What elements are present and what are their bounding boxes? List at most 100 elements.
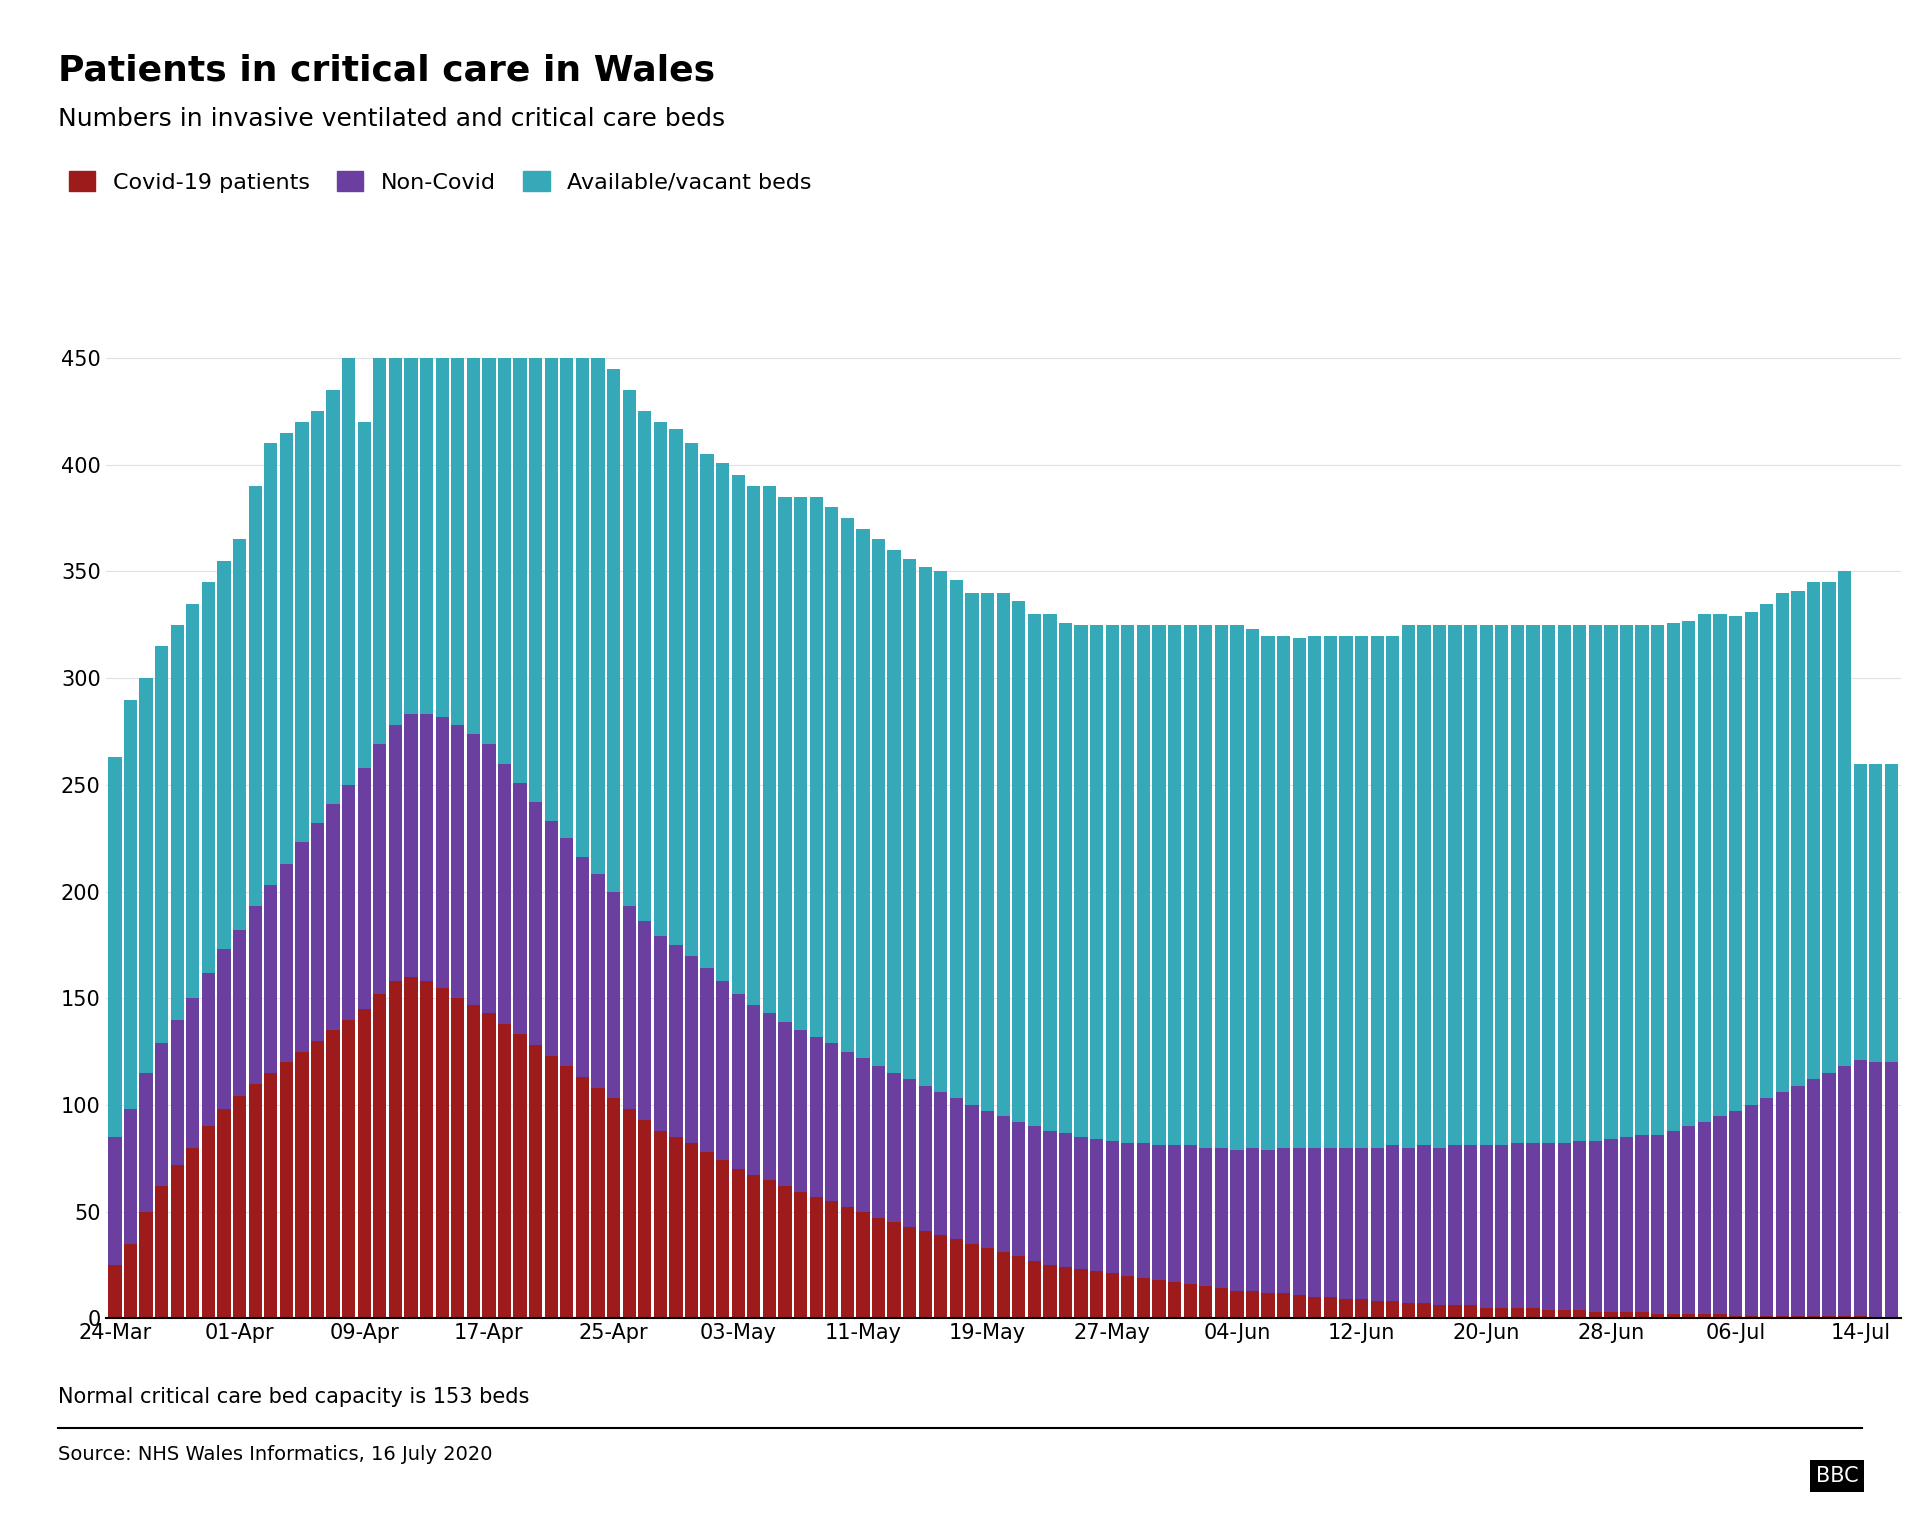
Bar	[1402, 625, 1415, 1148]
Bar	[1231, 1291, 1244, 1318]
Bar	[1261, 1149, 1275, 1292]
Bar	[265, 1073, 276, 1318]
Bar	[1417, 1146, 1430, 1303]
Bar	[1277, 636, 1290, 1148]
Bar	[1853, 1061, 1866, 1317]
Bar	[280, 864, 294, 1062]
Bar	[622, 1109, 636, 1318]
Bar	[1572, 625, 1586, 1141]
Bar	[1636, 1135, 1649, 1312]
Bar	[935, 1234, 947, 1318]
Bar	[1183, 1285, 1196, 1318]
Bar	[996, 593, 1010, 1116]
Bar	[1822, 582, 1836, 1073]
Bar	[1356, 636, 1369, 1148]
Bar	[856, 1058, 870, 1212]
Bar	[637, 922, 651, 1120]
Bar	[778, 497, 791, 1021]
Bar	[966, 1105, 979, 1244]
Bar	[296, 1052, 309, 1318]
Bar	[902, 1079, 916, 1227]
Bar	[716, 463, 730, 981]
Bar	[125, 700, 136, 1109]
Bar	[591, 347, 605, 875]
Bar	[732, 994, 745, 1169]
Bar	[467, 209, 480, 733]
Bar	[311, 411, 324, 823]
Bar	[1075, 625, 1089, 1137]
Bar	[637, 1120, 651, 1318]
Bar	[420, 166, 434, 715]
Bar	[935, 1093, 947, 1234]
Bar	[202, 582, 215, 972]
Bar	[1261, 1292, 1275, 1318]
Bar	[1060, 1132, 1071, 1266]
Bar	[902, 559, 916, 1079]
Bar	[1091, 1271, 1104, 1318]
Bar	[1542, 1309, 1555, 1318]
Bar	[280, 433, 294, 864]
Bar	[1465, 1146, 1476, 1306]
Bar	[1636, 1312, 1649, 1318]
Bar	[372, 744, 386, 994]
Bar	[1091, 625, 1104, 1138]
Bar	[1060, 623, 1071, 1132]
Bar	[1152, 1280, 1165, 1318]
Bar	[966, 593, 979, 1105]
Bar	[1885, 764, 1899, 1062]
Bar	[1496, 1308, 1509, 1318]
Bar	[810, 497, 824, 1036]
Bar	[513, 251, 526, 783]
Bar	[1075, 1269, 1089, 1318]
Bar	[795, 1192, 806, 1318]
Bar	[140, 1073, 154, 1212]
Bar	[1885, 1062, 1899, 1318]
Bar	[1448, 1306, 1461, 1318]
Bar	[171, 1164, 184, 1318]
Bar	[1511, 625, 1524, 1143]
Bar	[1417, 625, 1430, 1146]
Bar	[826, 507, 839, 1042]
Bar	[108, 1137, 121, 1265]
Bar	[1323, 1297, 1336, 1318]
Bar	[1837, 1067, 1851, 1317]
Bar	[1340, 1148, 1354, 1298]
Bar	[1557, 1309, 1571, 1318]
Bar	[1215, 625, 1229, 1148]
Bar	[1075, 1137, 1089, 1269]
Bar	[996, 1116, 1010, 1253]
Bar	[1511, 1308, 1524, 1318]
Bar	[1605, 1312, 1617, 1318]
Bar	[887, 550, 900, 1073]
Bar	[1043, 1265, 1056, 1318]
Bar	[530, 1045, 541, 1318]
Bar	[1807, 1079, 1820, 1317]
Bar	[918, 1231, 931, 1318]
Bar	[966, 1244, 979, 1318]
Bar	[1323, 636, 1336, 1148]
Bar	[732, 475, 745, 994]
Bar	[405, 715, 419, 977]
Bar	[950, 1099, 964, 1239]
Bar	[1432, 625, 1446, 1148]
Bar	[1356, 1298, 1369, 1318]
Bar	[1027, 614, 1041, 1126]
Bar	[762, 1180, 776, 1318]
Bar	[1121, 625, 1135, 1143]
Bar	[1091, 1138, 1104, 1271]
Bar	[1745, 1105, 1759, 1317]
Text: Source: NHS Wales Informatics, 16 July 2020: Source: NHS Wales Informatics, 16 July 2…	[58, 1445, 492, 1463]
Bar	[326, 390, 340, 805]
Bar	[1183, 1146, 1196, 1285]
Bar	[1745, 613, 1759, 1105]
Bar	[296, 843, 309, 1052]
Bar	[1448, 625, 1461, 1146]
Bar	[1371, 636, 1384, 1148]
Bar	[1308, 1148, 1321, 1297]
Bar	[576, 326, 589, 858]
Bar	[1870, 764, 1882, 1062]
Bar	[1012, 1256, 1025, 1318]
Bar	[1620, 1137, 1634, 1312]
Bar	[1386, 636, 1400, 1146]
Bar	[217, 1109, 230, 1318]
